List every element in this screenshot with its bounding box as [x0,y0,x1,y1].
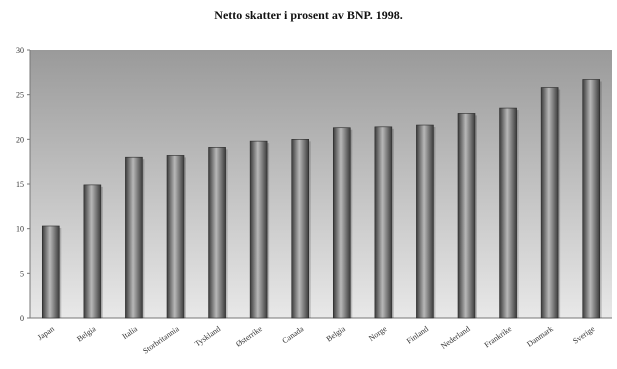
category-label: Frankrike [483,324,514,349]
bar [41,225,62,319]
y-tick-label: 10 [16,225,24,234]
y-tick-label: 5 [20,269,24,278]
bar-rect [166,155,185,319]
category-label: Japan [36,324,56,342]
bar-rect [41,225,60,319]
category-label: Sverige [571,324,597,346]
bar [125,156,145,319]
bar-rect [291,139,310,319]
category-label: Belgia [325,324,348,344]
bar [499,107,519,319]
y-tick-label: 20 [16,135,24,144]
bar-rect [499,107,517,319]
bar-rect [125,156,143,319]
category-label: Østerrike [234,324,264,349]
bar [291,139,311,319]
bar-rect [582,79,601,319]
category-label: Tyskland [193,324,222,348]
bar [208,147,228,319]
category-label: Norge [367,324,389,343]
bar [540,87,561,319]
category-label: Belgia [75,324,98,344]
bar [332,127,353,319]
bar [416,124,436,319]
bar [374,126,394,319]
bar-rect [83,184,102,319]
category-labels: Japan Belgia Italia Storbritannia Tyskland Øs… [36,324,597,356]
bar-rect [416,124,434,319]
category-label: Danmark [525,324,555,348]
bar [457,113,477,319]
bar-rect [208,147,226,319]
y-tick-label: 25 [16,91,24,100]
bar-rect [374,126,393,319]
bar [83,184,103,319]
category-label: Nederland [439,324,471,350]
category-label: Finland [405,324,430,345]
bar-rect [249,140,268,319]
chart-title: Netto skatter i prosent av BNP. 1998. [214,8,403,22]
plot-area [30,50,612,318]
bar-rect [332,127,351,319]
bar-rect [457,113,476,319]
category-label: Italia [120,324,139,341]
bar [582,79,602,319]
category-label: Storbritannia [141,324,181,356]
bar [249,140,270,319]
y-tick-label: 15 [16,180,24,189]
bar [166,155,186,319]
bar-rect [540,87,559,319]
bars [41,79,602,319]
category-label: Canada [281,324,306,345]
y-tick-label: 30 [16,46,24,55]
y-tick-label: 0 [20,314,24,323]
